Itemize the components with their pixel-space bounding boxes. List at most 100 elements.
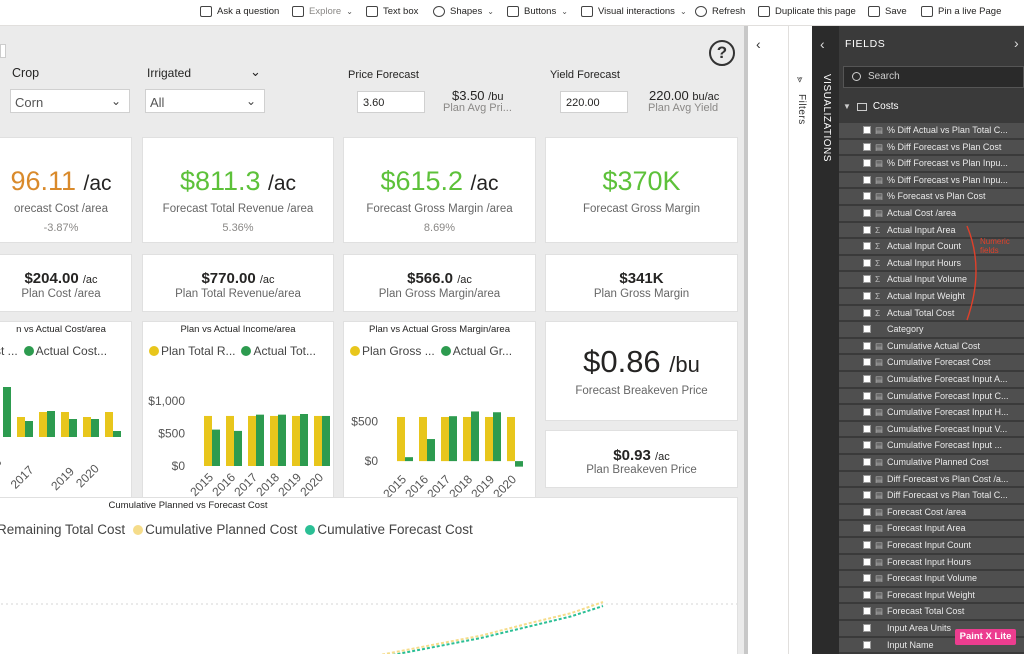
field-checkbox[interactable] bbox=[863, 242, 871, 251]
field-checkbox[interactable] bbox=[863, 258, 871, 267]
field-item[interactable]: Σ Actual Input Volume bbox=[839, 272, 1024, 288]
field-checkbox[interactable] bbox=[863, 640, 871, 649]
field-item[interactable]: ▤ Forecast Cost /area bbox=[839, 504, 1024, 521]
field-checkbox[interactable] bbox=[863, 225, 871, 234]
forecast-revenue-card[interactable]: $811.3 /ac Forecast Total Revenue /area … bbox=[142, 137, 334, 243]
field-checkbox[interactable] bbox=[863, 408, 871, 417]
field-checkbox[interactable] bbox=[863, 292, 871, 300]
field-checkbox[interactable] bbox=[863, 458, 871, 466]
plan-breakeven-card[interactable]: $0.93 /ac Plan Breakeven Price bbox=[545, 430, 738, 488]
shapes-button[interactable]: Shapes ⌄ bbox=[433, 6, 494, 17]
field-item[interactable]: ▤% Diff Forecast vs Plan Inpu... bbox=[839, 156, 1024, 172]
filters-pane-collapsed[interactable]: ⩔ Filters bbox=[788, 26, 812, 654]
field-item[interactable]: ▤ Forecast Total Cost bbox=[839, 604, 1024, 620]
visualizations-pane-collapsed[interactable]: ‹ VISUALIZATIONS bbox=[812, 26, 839, 654]
field-item[interactable]: ▤ Cumulative Forecast Input H... bbox=[839, 405, 1024, 421]
chevron-down-icon[interactable]: ⌄ bbox=[250, 64, 261, 79]
field-checkbox[interactable] bbox=[863, 424, 871, 433]
field-item[interactable]: ▤ Cumulative Actual Cost bbox=[839, 338, 1024, 355]
field-checkbox[interactable] bbox=[863, 341, 871, 350]
irrigated-dropdown[interactable]: All ⌄ bbox=[145, 89, 265, 113]
save-button[interactable]: Save bbox=[868, 6, 907, 17]
field-checkbox[interactable] bbox=[863, 491, 871, 500]
field-checkbox[interactable] bbox=[863, 142, 871, 151]
fields-search-input[interactable]: Search bbox=[843, 66, 1024, 88]
field-item[interactable]: ▤ Diff Forecast vs Plan Total C... bbox=[839, 488, 1024, 504]
field-item[interactable]: ▤% Diff Actual vs Plan Total C... bbox=[839, 123, 1024, 139]
field-checkbox[interactable] bbox=[863, 541, 871, 549]
field-checkbox[interactable] bbox=[863, 524, 871, 533]
crop-dropdown[interactable]: Corn ⌄ bbox=[10, 89, 130, 113]
plan-cost-card[interactable]: $204.00 /ac Plan Cost /area bbox=[0, 254, 132, 312]
field-item[interactable]: ▤% Forecast vs Plan Cost bbox=[839, 189, 1024, 205]
explore-button[interactable]: Explore ⌄ bbox=[292, 6, 353, 17]
field-item[interactable]: ▤ Forecast Input Count bbox=[839, 538, 1024, 554]
field-item[interactable]: ▤ Forecast Input Area bbox=[839, 521, 1024, 537]
field-checkbox[interactable] bbox=[863, 574, 871, 583]
field-item[interactable]: ▤ Cumulative Forecast Input A... bbox=[839, 372, 1024, 388]
income-chart-card[interactable]: Plan vs Actual Income/area Plan Total R.… bbox=[142, 321, 334, 509]
field-item[interactable]: ▤ Forecast Input Hours bbox=[839, 554, 1024, 571]
pin-live-page-button[interactable]: Pin a live Page bbox=[921, 6, 1001, 17]
field-checkbox[interactable] bbox=[863, 624, 871, 632]
yield-forecast-input[interactable]: 220.00 bbox=[560, 91, 628, 113]
field-item[interactable]: Σ Actual Input Count bbox=[839, 239, 1024, 255]
field-checkbox[interactable] bbox=[863, 607, 871, 616]
forecast-gross-margin-card[interactable]: $370K Forecast Gross Margin bbox=[545, 137, 738, 243]
field-checkbox[interactable] bbox=[863, 507, 871, 516]
field-item[interactable]: ▤ Forecast Input Weight bbox=[839, 587, 1024, 604]
field-item[interactable]: ▤ Cumulative Forecast Input V... bbox=[839, 421, 1024, 438]
field-item[interactable]: ▤ Cumulative Planned Cost bbox=[839, 455, 1024, 471]
field-item[interactable]: Σ Actual Total Cost bbox=[839, 305, 1024, 322]
field-checkbox[interactable] bbox=[863, 391, 871, 400]
cumulative-chart-card[interactable]: Cumulative Planned vs Forecast Cost Rema… bbox=[0, 497, 738, 654]
field-item[interactable]: Σ Actual Input Weight bbox=[839, 289, 1024, 305]
field-checkbox[interactable] bbox=[863, 159, 871, 168]
forecast-margin-card[interactable]: $615.2 /ac Forecast Gross Margin /area 8… bbox=[343, 137, 536, 243]
breakeven-card[interactable]: $0.86 /bu Forecast Breakeven Price bbox=[545, 321, 738, 421]
canvas-scrollbar[interactable] bbox=[744, 26, 748, 654]
visual-interactions-button[interactable]: Visual interactions ⌄ bbox=[581, 6, 687, 17]
page-edge-handle[interactable] bbox=[0, 44, 6, 58]
field-item[interactable]: ▤ Diff Forecast vs Plan Cost /a... bbox=[839, 471, 1024, 488]
plan-margin-card[interactable]: $566.0 /ac Plan Gross Margin/area bbox=[343, 254, 536, 312]
plan-revenue-card[interactable]: $770.00 /ac Plan Total Revenue/area bbox=[142, 254, 334, 312]
field-checkbox[interactable] bbox=[863, 474, 871, 483]
help-icon[interactable]: ? bbox=[709, 40, 735, 66]
field-item[interactable]: ▤% Diff Forecast vs Plan Cost bbox=[839, 139, 1024, 156]
field-item[interactable]: ▤ Cumulative Forecast Input ... bbox=[839, 438, 1024, 454]
buttons-button[interactable]: Buttons ⌄ bbox=[507, 6, 568, 17]
field-checkbox[interactable] bbox=[863, 308, 871, 317]
plan-gross-margin-card[interactable]: $341K Plan Gross Margin bbox=[545, 254, 738, 312]
refresh-button[interactable]: Refresh bbox=[695, 6, 745, 17]
field-item[interactable]: ▤ Forecast Input Volume bbox=[839, 571, 1024, 587]
field-item[interactable]: ▤ Cumulative Forecast Cost bbox=[839, 355, 1024, 371]
collapse-chevron-icon[interactable]: ‹ bbox=[756, 36, 761, 52]
field-checkbox[interactable] bbox=[863, 209, 871, 217]
cost-chart-card[interactable]: n vs Actual Cost/area st ... Actual Cost… bbox=[0, 321, 132, 509]
field-item[interactable]: ▤ Actual Cost /area bbox=[839, 206, 1024, 222]
field-checkbox[interactable] bbox=[863, 358, 871, 367]
field-item[interactable]: Category bbox=[839, 322, 1024, 338]
price-forecast-input[interactable]: 3.60 bbox=[357, 91, 425, 113]
field-checkbox[interactable] bbox=[863, 441, 871, 450]
margin-chart-card[interactable]: Plan vs Actual Gross Margin/area Plan Gr… bbox=[343, 321, 536, 509]
field-checkbox[interactable] bbox=[863, 192, 871, 201]
field-checkbox[interactable] bbox=[863, 325, 871, 334]
field-item[interactable]: ▤ Cumulative Forecast Input C... bbox=[839, 388, 1024, 405]
field-checkbox[interactable] bbox=[863, 126, 871, 134]
expand-chevron-icon[interactable]: ‹ bbox=[820, 36, 825, 52]
field-checkbox[interactable] bbox=[863, 175, 871, 184]
duplicate-page-button[interactable]: Duplicate this page bbox=[758, 6, 856, 17]
forecast-cost-card[interactable]: 96.11 /ac orecast Cost /area -3.87% bbox=[0, 137, 132, 243]
ask-question-button[interactable]: Ask a question bbox=[200, 6, 279, 17]
field-item[interactable]: Σ Actual Input Area bbox=[839, 222, 1024, 239]
field-checkbox[interactable] bbox=[863, 557, 871, 566]
text-box-button[interactable]: Text box bbox=[366, 6, 418, 17]
field-checkbox[interactable] bbox=[863, 375, 871, 383]
table-costs[interactable]: ▼ Costs bbox=[843, 101, 899, 112]
collapse-fields-chevron-icon[interactable]: › bbox=[1014, 35, 1019, 51]
field-item[interactable]: Σ Actual Input Hours bbox=[839, 255, 1024, 272]
field-item[interactable]: ▤% Diff Forecast vs Plan Inpu... bbox=[839, 172, 1024, 189]
field-checkbox[interactable] bbox=[863, 275, 871, 284]
